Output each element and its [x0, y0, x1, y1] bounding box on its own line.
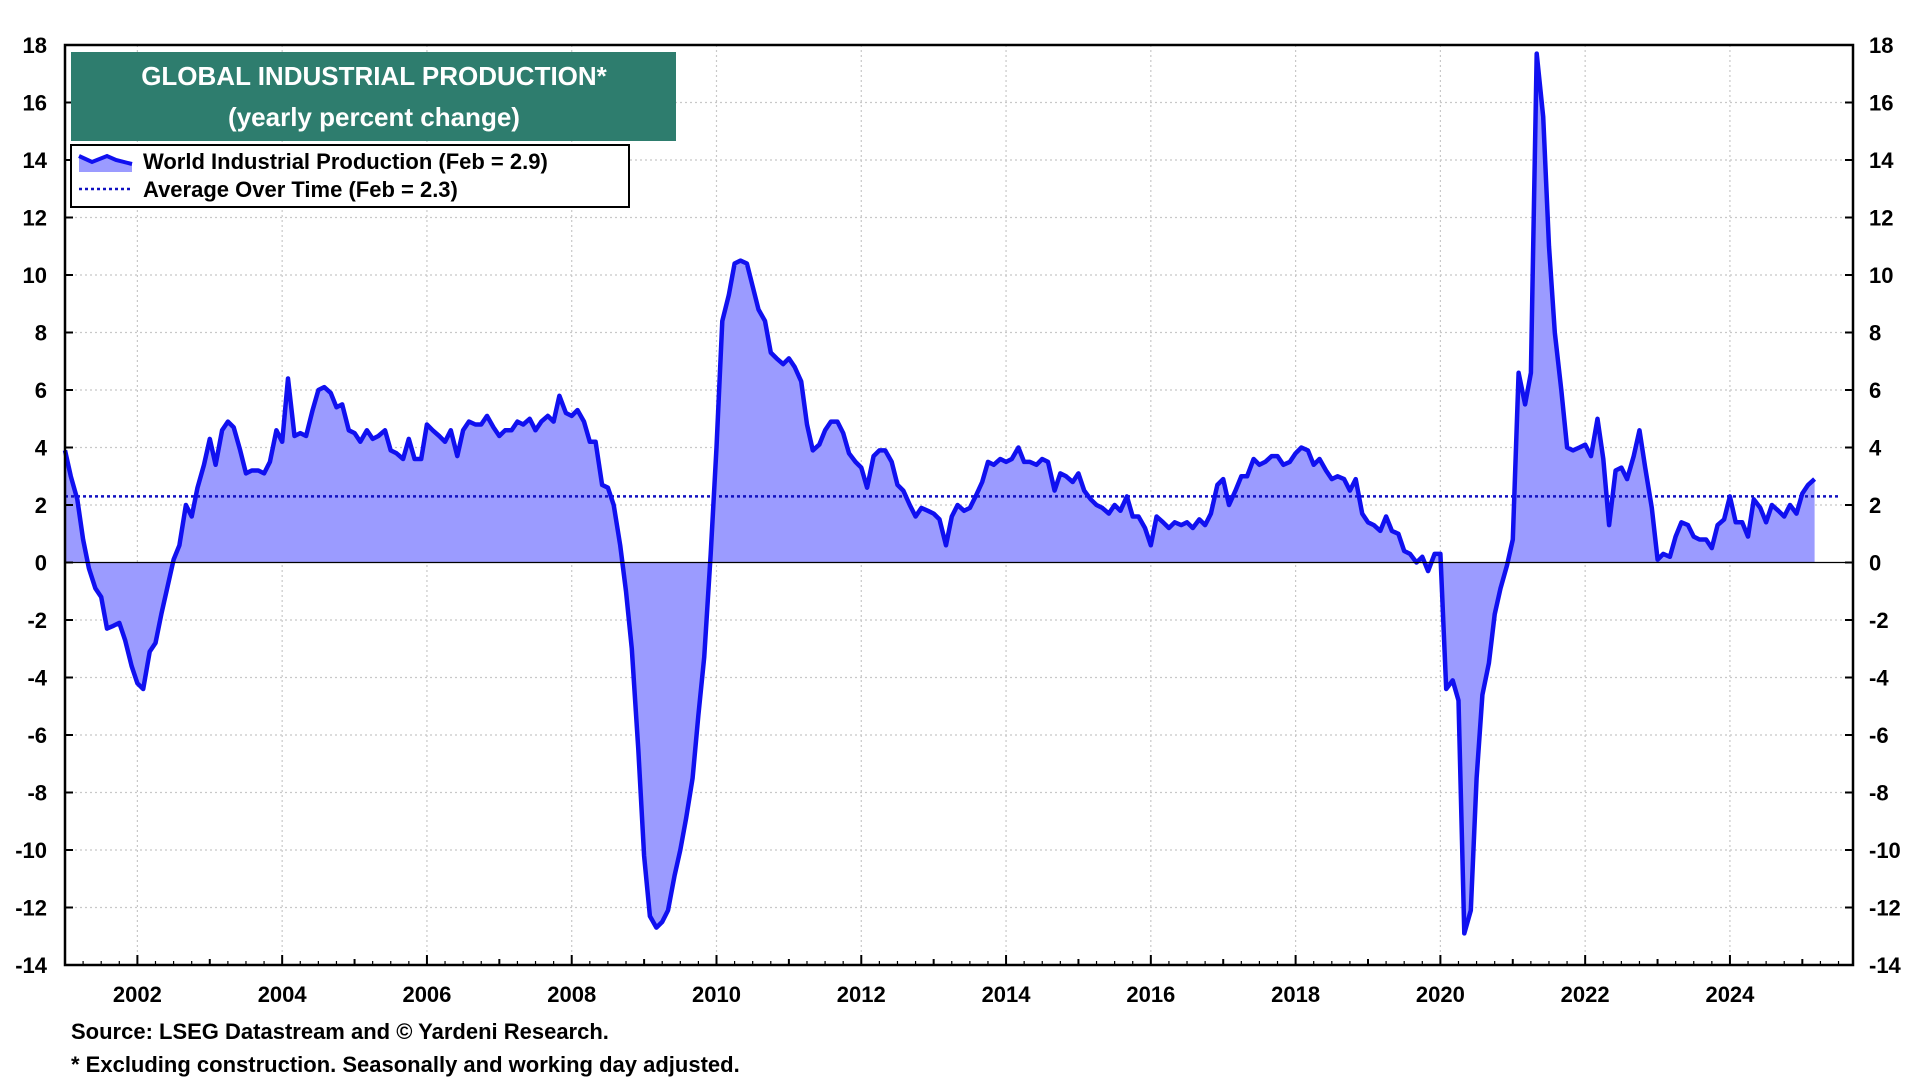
y-tick-label-left: -8 [27, 781, 47, 806]
y-tick-label-right: -8 [1869, 781, 1889, 806]
y-tick-label-left: -14 [15, 953, 48, 978]
footnote: * Excluding construction. Seasonally and… [71, 1052, 740, 1077]
legend-swatch-world [78, 153, 133, 172]
y-tick-label-right: 6 [1869, 378, 1881, 403]
y-tick-label-left: 2 [35, 493, 47, 518]
legend-box [70, 144, 630, 208]
y-tick-label-right: -14 [1869, 953, 1902, 978]
line-layer [62, 51, 1817, 936]
y-tick-label-right: -2 [1869, 608, 1889, 633]
y-tick-label-left: 8 [35, 321, 47, 346]
x-tick-label: 2010 [692, 982, 741, 1007]
legend-label-world: World Industrial Production (Feb = 2.9) [143, 149, 548, 174]
x-tick-label: 2004 [258, 982, 308, 1007]
y-tick-label-right: 2 [1869, 493, 1881, 518]
x-tick-label: 2022 [1561, 982, 1610, 1007]
x-axis-ticks: 2002 2004 2006 2008 2010 2012 2014 2016 2018 2020… [64, 955, 1840, 1007]
title-box: GLOBAL INDUSTRIAL PRODUCTION* (yearly pe… [71, 52, 676, 141]
y-tick-label-left: 6 [35, 378, 47, 403]
y-tick-label-left: -4 [27, 666, 47, 691]
x-tick-label: 2024 [1705, 982, 1755, 1007]
y-tick-label-left: -2 [27, 608, 47, 633]
y-tick-label-left: 10 [23, 263, 47, 288]
y-tick-label-left: 0 [35, 551, 47, 576]
legend-label-average: Average Over Time (Feb = 2.3) [143, 177, 458, 202]
x-tick-label: 2016 [1126, 982, 1175, 1007]
y-tick-label-left: -6 [27, 723, 47, 748]
y-tick-label-right: -4 [1869, 666, 1889, 691]
y-tick-label-left: 4 [35, 436, 48, 461]
y-tick-label-right: 4 [1869, 436, 1882, 461]
series-area-world-ip [65, 53, 1815, 934]
legend: World Industrial Production (Feb = 2.9) … [70, 144, 630, 208]
y-tick-label-right: 0 [1869, 551, 1881, 576]
source-note: Source: LSEG Datastream and © Yardeni Re… [71, 1019, 609, 1044]
y-tick-label-right: -10 [1869, 838, 1901, 863]
x-tick-label: 2020 [1416, 982, 1465, 1007]
title-box-background [71, 52, 676, 141]
chart-title: GLOBAL INDUSTRIAL PRODUCTION* [141, 61, 607, 91]
x-tick-label: 2012 [837, 982, 886, 1007]
y-tick-label-left: -12 [15, 896, 47, 921]
y-tick-label-left: 16 [23, 91, 47, 116]
y-tick-label-right: 18 [1869, 33, 1893, 58]
legend-swatch-fill [79, 156, 132, 172]
y-tick-label-right: -12 [1869, 896, 1901, 921]
y-tick-label-left: 14 [23, 148, 48, 173]
y-tick-label-right: -6 [1869, 723, 1889, 748]
area-layer [65, 53, 1815, 934]
y-tick-label-right: 12 [1869, 206, 1893, 231]
y-tick-label-left: -10 [15, 838, 47, 863]
y-tick-label-right: 16 [1869, 91, 1893, 116]
x-tick-label: 2018 [1271, 982, 1320, 1007]
series-line-world-ip [62, 51, 1817, 936]
y-axis-right-ticks: 18 16 14 12 10 8 6 4 2 0 -2 -4 -6 -8 -10 -12 -14 [1845, 33, 1902, 978]
x-tick-label: 2006 [402, 982, 451, 1007]
x-tick-label: 2008 [547, 982, 596, 1007]
y-tick-label-left: 18 [23, 33, 47, 58]
y-axis-left-ticks: 18 16 14 12 10 8 6 4 2 0 -2 -4 -6 -8 -10 -12 -14 [15, 33, 73, 978]
legend-swatch-line [78, 153, 133, 166]
y-tick-label-right: 8 [1869, 321, 1881, 346]
x-tick-label: 2014 [982, 982, 1032, 1007]
chart-subtitle: (yearly percent change) [228, 102, 520, 132]
x-tick-label: 2002 [113, 982, 162, 1007]
y-tick-label-left: 12 [23, 206, 47, 231]
y-tick-label-right: 10 [1869, 263, 1893, 288]
y-tick-label-right: 14 [1869, 148, 1894, 173]
